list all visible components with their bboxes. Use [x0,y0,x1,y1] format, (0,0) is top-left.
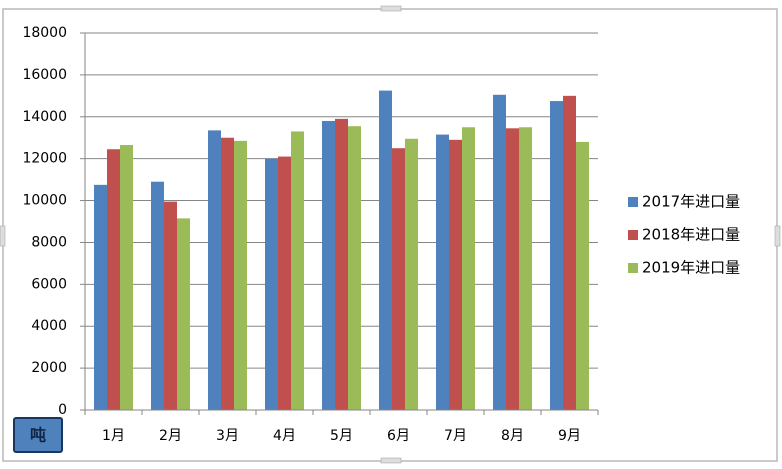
legend-swatch [628,230,638,240]
plot-area: 0 2000 4000 6000 8000 10000 12000 14000 16000 180… [22,25,740,444]
legend-label: 2018年进口量 [642,226,740,244]
unit-button-box[interactable] [13,417,63,453]
bar [208,130,221,410]
bar [506,128,519,410]
bar [519,127,532,410]
resize-handle[interactable] [774,225,781,247]
bar [550,101,563,410]
bar [449,139,462,411]
bar [164,201,177,410]
legend-label: 2017年进口量 [642,193,740,211]
bar [493,94,506,411]
y-tick-label: 14000 [22,109,67,125]
y-tick-label: 4000 [31,318,67,334]
x-tick-label: 7月 [444,428,467,444]
x-tick-label: 8月 [501,428,524,444]
bar [335,118,348,410]
y-tick-label: 10000 [22,193,67,209]
x-tick-label: 3月 [216,428,239,444]
y-tick-label: 18000 [22,25,67,41]
x-tick-label: 4月 [273,428,296,444]
x-tick-label: 6月 [387,428,410,444]
y-tick-label: 12000 [22,151,67,167]
y-tick-label: 2000 [31,360,67,376]
resize-handle[interactable] [0,225,6,247]
bar [405,138,418,410]
bar [291,131,304,410]
bar [221,137,234,410]
unit-button[interactable]: 吨 [13,417,63,453]
bar [265,158,278,410]
x-tick-label: 5月 [330,428,353,444]
bar [278,156,291,410]
legend-label: 2019年进口量 [642,259,740,277]
bar [576,141,589,410]
x-tick-label: 9月 [558,428,581,444]
bar [436,134,449,410]
x-tick-label: 1月 [102,428,125,444]
bar [120,145,133,410]
legend-swatch [628,197,638,207]
y-tick-label: 6000 [31,276,67,292]
bar [107,149,120,410]
resize-handle[interactable] [380,457,402,464]
y-tick-label: 0 [58,402,67,418]
bar [94,184,107,410]
x-tick-label: 2月 [159,428,182,444]
bar [322,120,335,410]
bar [563,95,576,410]
bar [234,140,247,410]
bar [348,126,361,411]
y-tick-label: 16000 [22,67,67,83]
unit-button-label[interactable]: 吨 [30,426,46,445]
bar [177,218,190,410]
legend-swatch [628,263,638,273]
bar [379,90,392,410]
bar [462,127,475,410]
resize-handle[interactable] [380,5,402,12]
bar [151,181,164,410]
bar [392,148,405,410]
y-tick-label: 8000 [31,234,67,250]
